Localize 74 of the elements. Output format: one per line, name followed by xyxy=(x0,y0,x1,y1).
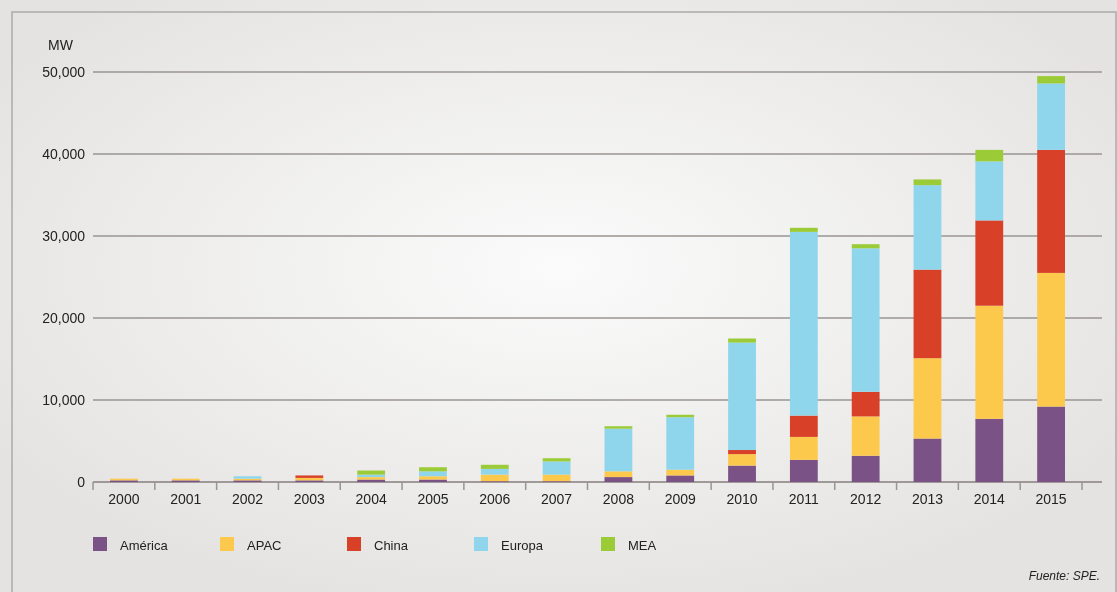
legend-label: APAC xyxy=(247,538,282,553)
x-tick-label: 2015 xyxy=(1035,490,1067,507)
bar xyxy=(666,475,695,482)
x-tick-label: 2002 xyxy=(231,490,264,507)
x-tick-label: 2005 xyxy=(417,490,449,507)
bar xyxy=(480,468,509,475)
x-tick-label: 2010 xyxy=(726,490,758,507)
bar xyxy=(789,415,818,437)
bar xyxy=(1037,149,1066,273)
x-tick-label: 2012 xyxy=(850,490,882,507)
bar xyxy=(357,470,386,475)
bar xyxy=(789,436,818,460)
x-tick-label: 2011 xyxy=(788,490,820,507)
bar xyxy=(1037,406,1066,482)
x-tick-label: 2006 xyxy=(479,490,511,507)
bar xyxy=(851,248,880,392)
bar xyxy=(728,465,756,482)
legend-label: China xyxy=(374,538,409,553)
bar xyxy=(728,342,756,451)
bar xyxy=(604,426,633,429)
x-tick-label: 2000 xyxy=(108,490,140,507)
bar xyxy=(913,179,942,186)
x-tick-label: 2003 xyxy=(293,490,326,507)
x-tick-label: 2008 xyxy=(602,490,635,507)
bar xyxy=(419,467,447,472)
y-tick-label: 40,000 xyxy=(42,145,86,162)
bar xyxy=(851,244,880,249)
bar xyxy=(604,428,633,472)
bar xyxy=(851,416,880,456)
y-tick-label: 50,000 xyxy=(42,63,86,80)
bar xyxy=(542,461,571,475)
x-tick-label: 2004 xyxy=(355,490,387,507)
legend-label: América xyxy=(120,538,169,553)
bar xyxy=(542,458,571,462)
bar xyxy=(975,149,1004,162)
bar xyxy=(913,438,942,482)
y-tick-label: 20,000 xyxy=(42,309,86,326)
x-tick-label: 2009 xyxy=(664,490,696,507)
bar xyxy=(975,418,1004,482)
y-tick-label: 30,000 xyxy=(42,227,86,244)
bar xyxy=(1037,76,1066,84)
y-axis-title: MW xyxy=(48,37,74,53)
bar xyxy=(604,477,633,482)
bar xyxy=(728,338,756,343)
source-note: Fuente: SPE. xyxy=(1028,569,1100,583)
bar xyxy=(604,471,633,478)
x-tick-label: 2007 xyxy=(541,490,573,507)
bar xyxy=(1037,83,1066,150)
legend-label: Europa xyxy=(501,538,544,553)
bar xyxy=(480,464,509,469)
bar xyxy=(851,455,880,482)
bar xyxy=(975,305,1004,419)
bar xyxy=(913,269,942,359)
bar xyxy=(728,450,756,455)
y-tick-label: 0 xyxy=(77,473,86,490)
legend-label: MEA xyxy=(628,538,657,553)
bar xyxy=(419,471,447,477)
bar xyxy=(975,161,1004,221)
bar xyxy=(542,474,571,482)
bar xyxy=(789,459,818,482)
bar xyxy=(789,231,818,416)
bar xyxy=(913,185,942,270)
bar xyxy=(975,220,1004,306)
bar xyxy=(851,391,880,417)
bar xyxy=(1037,272,1066,407)
x-tick-label: 2014 xyxy=(973,490,1006,507)
y-tick-label: 10,000 xyxy=(42,391,86,408)
bar xyxy=(728,454,756,466)
x-tick-label: 2001 xyxy=(170,490,202,507)
x-tick-label: 2013 xyxy=(911,490,944,507)
bar xyxy=(666,417,695,470)
bar xyxy=(480,474,509,482)
bar xyxy=(789,227,818,232)
bar xyxy=(913,358,942,439)
